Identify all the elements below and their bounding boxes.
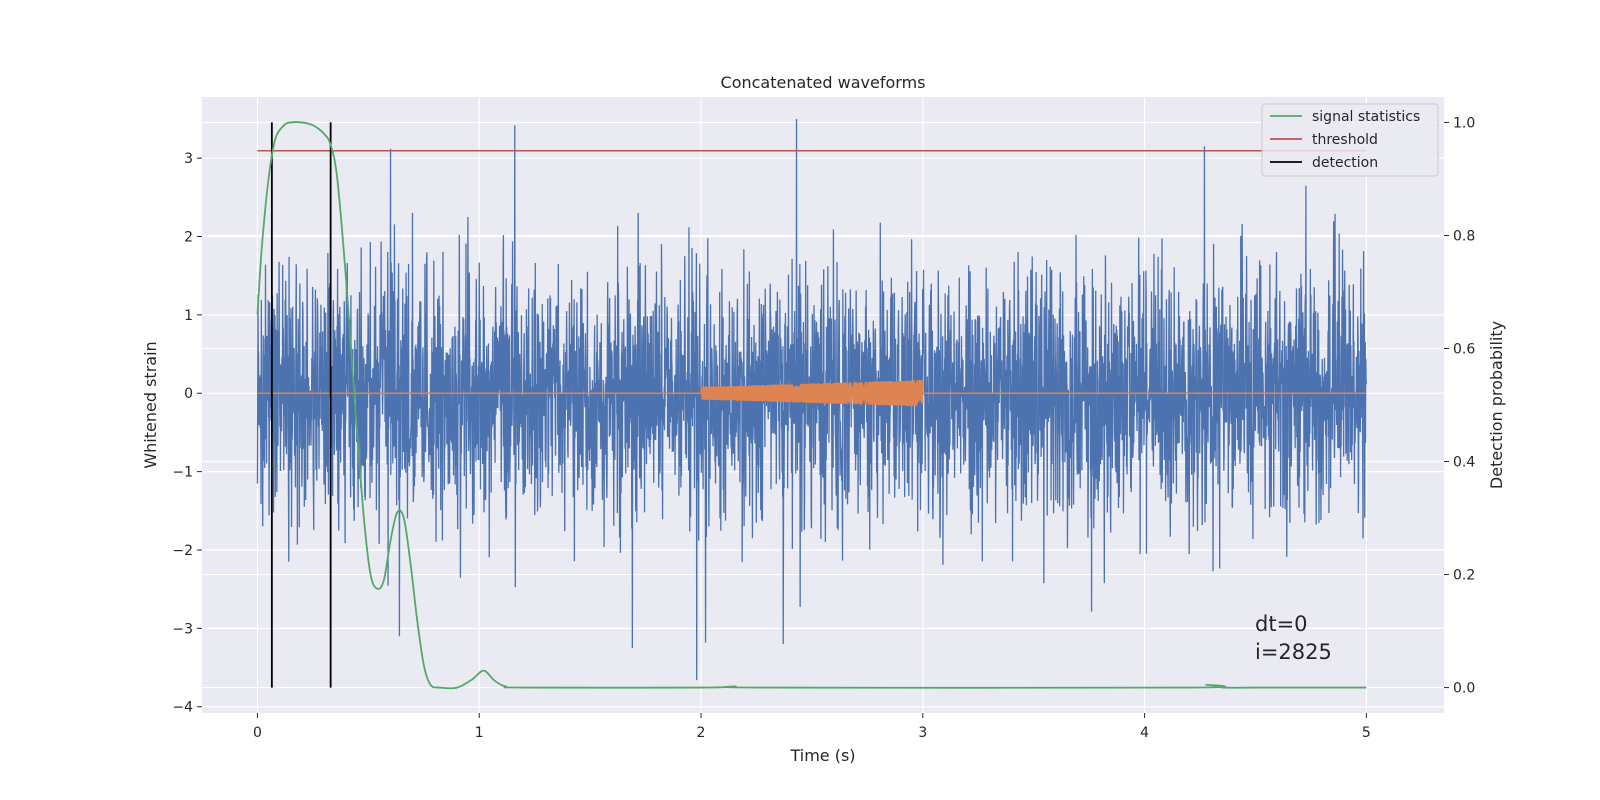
- y2-tick-label: 0.6: [1453, 341, 1475, 357]
- y-tick-label: 1: [184, 308, 193, 324]
- y-tick-label: −3: [172, 621, 193, 637]
- x-axis-label: Time (s): [789, 746, 855, 765]
- legend-label-detection: detection: [1312, 155, 1378, 171]
- y2-axis-label: Detection probability: [1487, 321, 1506, 489]
- y2-tick-label: 0.2: [1453, 568, 1475, 584]
- series-line-signal-statistics: [256, 121, 1367, 690]
- chart-title: Concatenated waveforms: [721, 73, 926, 92]
- y-tick-label: −4: [172, 700, 193, 716]
- y-axis-label: Whitened strain: [141, 341, 160, 468]
- series-line-strain-noise: [256, 118, 1368, 681]
- x-tick-label: 0: [253, 725, 262, 741]
- annotation-index: i=2825: [1255, 640, 1332, 664]
- y2-tick-label: 0.8: [1453, 228, 1475, 244]
- x-tick-label: 4: [1140, 725, 1149, 741]
- series-line-chirp: [257, 379, 1367, 407]
- legend: signal statistics threshold detection: [1261, 103, 1439, 177]
- y-tick-label: −1: [172, 465, 193, 481]
- x-tick-label: 5: [1362, 725, 1371, 741]
- y2-tick-label: 1.0: [1453, 115, 1475, 131]
- data-layer: [256, 118, 1368, 690]
- y-tick-label: 0: [184, 386, 193, 402]
- x-tick-label: 3: [918, 725, 927, 741]
- x-tick-label: 1: [475, 725, 484, 741]
- legend-label-signal-statistics: signal statistics: [1312, 109, 1420, 125]
- y2-tick-label: 0.4: [1453, 455, 1475, 471]
- axes: 0 1 2 3 4 5 −4 −3 −2 −1 0 1 2 3 0.0 0.2 0.4 0.6 0.8 1.0: [172, 115, 1475, 741]
- y-tick-label: 2: [184, 230, 193, 246]
- legend-frame: [1261, 103, 1439, 177]
- y-tick-label: 3: [184, 151, 193, 167]
- y2-tick-label: 0.0: [1453, 681, 1475, 697]
- annotation-dt: dt=0: [1255, 612, 1308, 636]
- legend-label-threshold: threshold: [1312, 132, 1378, 148]
- x-tick-label: 2: [697, 725, 706, 741]
- y-tick-label: −2: [172, 543, 193, 559]
